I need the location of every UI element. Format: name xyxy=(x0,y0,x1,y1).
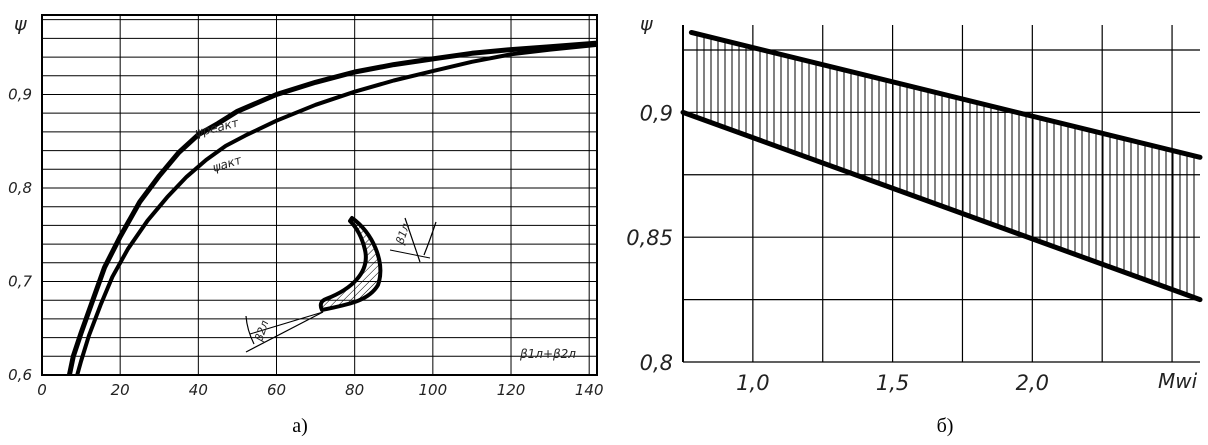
x-tick-label: 120 xyxy=(497,381,526,399)
blade-outlet-axis xyxy=(404,217,421,263)
chart-a-series-label-1: ψреакт xyxy=(193,115,241,140)
y-tick-label: 0,8 xyxy=(640,351,673,375)
y-tick-label: 0,8 xyxy=(8,179,32,197)
blade-outlet-ref xyxy=(389,249,431,259)
blade-inlet-ref xyxy=(249,311,324,335)
chart-a-x-axis-label: β1л+β2л xyxy=(519,347,576,361)
series-line-1 xyxy=(66,40,598,376)
chart-a-x-ticks: 0 20 40 60 80 100 120 140 xyxy=(37,381,603,399)
blade-inlet-axis xyxy=(245,311,324,353)
x-tick-label: 40 xyxy=(189,381,208,399)
x-tick-label: 0 xyxy=(37,381,47,399)
chart-a-y-axis-label: ψ xyxy=(14,13,27,35)
chart-b-x-ticks: 1,0 1,5 2,0 xyxy=(736,371,1049,395)
blade-outlet-arc xyxy=(423,221,437,256)
chart-a-series-label-2: ψакт xyxy=(211,153,244,175)
chart-a-frame xyxy=(41,14,598,376)
chart-b-x-axis-label-text: Mwi xyxy=(1158,369,1198,393)
band-bound-lower xyxy=(680,109,1203,303)
chart-a-caption: а) xyxy=(292,415,308,437)
chart-b-y-axis-label: ψ xyxy=(640,13,653,35)
blade-profile-shape xyxy=(318,216,383,312)
blade-angle-label-outlet: β1л xyxy=(393,222,412,247)
chart-b-x-axis-label: Mwi xyxy=(1158,369,1198,393)
chart-b-band-hatch xyxy=(696,33,1195,298)
series-line-2 xyxy=(75,42,598,376)
chart-a-y-ticks: 0,6 0,7 0,8 0,9 xyxy=(8,85,32,384)
blade-angle-label-inlet: β2л xyxy=(252,319,271,344)
chart-b-y-ticks: 0,8 0,85 0,9 xyxy=(626,101,673,375)
chart-a: 0 20 40 60 80 100 120 140 0,6 0,7 0,8 0,9 ψ β1л+β2… xyxy=(8,13,603,437)
y-tick-label: 0,85 xyxy=(626,226,673,250)
x-tick-label: 100 xyxy=(419,381,448,399)
x-tick-label: 2,0 xyxy=(1016,371,1049,395)
chart-b-grid xyxy=(682,25,1200,363)
y-tick-label: 0,6 xyxy=(8,366,32,384)
blade-inlet-arc xyxy=(245,315,255,345)
chart-a-grid xyxy=(42,15,597,375)
y-tick-label: 0,9 xyxy=(8,85,32,103)
x-tick-label: 60 xyxy=(267,381,286,399)
chart-b: 1,0 1,5 2,0 0,8 0,85 0,9 ψ Mwi б) xyxy=(626,13,1203,437)
band-bound-upper xyxy=(688,29,1203,160)
x-tick-label: 20 xyxy=(111,381,130,399)
chart-b-caption: б) xyxy=(937,415,954,437)
x-tick-label: 1,5 xyxy=(876,371,909,395)
x-tick-label: 140 xyxy=(575,381,604,399)
y-tick-label: 0,7 xyxy=(8,272,32,290)
blade-profile-inset: β1л β2л xyxy=(245,216,437,353)
x-tick-label: 1,0 xyxy=(736,371,769,395)
chart-b-series xyxy=(680,29,1203,303)
y-tick-label: 0,9 xyxy=(640,101,673,125)
chart-a-series xyxy=(66,40,598,376)
x-tick-label: 80 xyxy=(345,381,364,399)
